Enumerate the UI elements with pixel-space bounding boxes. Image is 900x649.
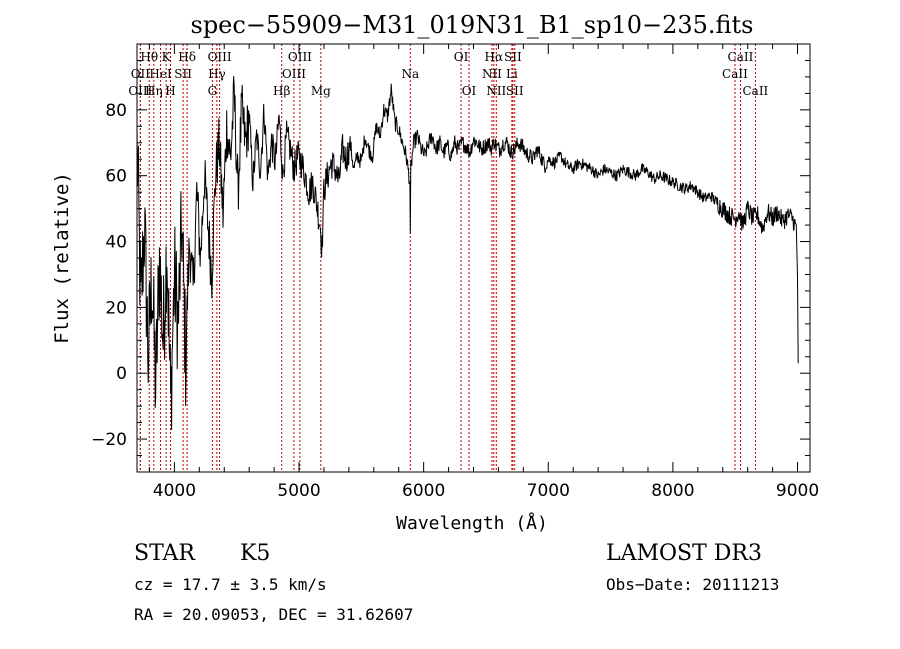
- spectral-line-label: OI: [462, 84, 477, 98]
- spectral-line-label: OIII: [288, 50, 312, 64]
- y-axis-label: Flux (relative): [51, 172, 73, 344]
- spectral-line-label: CaII: [742, 84, 768, 98]
- x-tick-label: 9000: [776, 481, 819, 501]
- spectral-line-label: HeI: [149, 67, 172, 81]
- spectral-line-label: G: [208, 84, 218, 98]
- x-tick-label: 4000: [153, 481, 196, 501]
- spectral-line-label: SII: [504, 50, 522, 64]
- spectral-line-label: H: [165, 84, 175, 98]
- y-tick-label: 80: [105, 101, 127, 121]
- x-tick-label: 6000: [402, 481, 445, 501]
- spectral-line-label: SII: [506, 84, 524, 98]
- spectral-line-label: NII: [486, 84, 506, 98]
- y-tick-label: 60: [105, 167, 127, 187]
- spectral-line-label: OIII: [282, 67, 306, 81]
- redshift-info: cz = 17.7 ± 3.5 km/s: [134, 575, 327, 594]
- flux-line: [136, 76, 799, 431]
- spectral-line-label: OII: [131, 67, 151, 81]
- spectral-line-label: K: [162, 50, 172, 64]
- spectral-line-label: Hβ: [273, 84, 290, 98]
- spectral-line-label: Hα: [485, 50, 504, 64]
- object-class: STAR: [134, 541, 196, 566]
- y-tick-label: 40: [105, 233, 127, 253]
- spectral-line-label: OIII: [128, 84, 152, 98]
- spectral-line-label: CaII: [722, 67, 748, 81]
- plot-frame: [136, 43, 811, 473]
- spectral-line-label: Hδ: [178, 50, 196, 64]
- x-tick-label: 5000: [277, 481, 320, 501]
- spectral-line-markers: [139, 44, 756, 472]
- y-axis-ticks: −20 0 20 40 60 80: [91, 59, 810, 473]
- coordinates: RA = 20.09053, DEC = 31.62607: [134, 605, 413, 624]
- x-tick-label: 7000: [527, 481, 570, 501]
- spectral-line-label: NII: [482, 67, 502, 81]
- y-tick-label: −20: [91, 430, 127, 450]
- y-tick-label: 0: [116, 364, 127, 384]
- spectral-line-label: OI: [454, 50, 469, 64]
- spectral-line-label: Hγ: [208, 67, 226, 81]
- spectral-line-label: Hθ: [140, 50, 158, 64]
- chart-title: spec−55909−M31_019N31_B1_sp10−235.fits: [191, 11, 754, 39]
- spectral-line-label: SII: [174, 67, 192, 81]
- spectral-line-label: Mg: [311, 84, 331, 98]
- spectral-line-labels: Hθ OII OIII K HeI Hη Hδ SII H OIII Hγ G OIII OIII Hβ Mg…: [128, 50, 768, 98]
- obs-date: Obs−Date: 20111213: [606, 575, 779, 594]
- spectral-line-label: CaII: [728, 50, 754, 64]
- object-subclass: K5: [240, 541, 270, 566]
- flux-series: [136, 76, 799, 431]
- x-axis-label: Wavelength (Å): [396, 512, 548, 534]
- spectral-line-label: Hη: [145, 84, 163, 98]
- y-tick-label: 20: [105, 298, 127, 318]
- spectral-line-label: OIII: [208, 50, 232, 64]
- survey-name: LAMOST DR3: [606, 541, 762, 566]
- spectral-line-label: Na: [401, 67, 419, 81]
- x-axis-ticks: 4000 5000 6000 7000 8000 9000: [148, 44, 819, 501]
- x-tick-label: 8000: [651, 481, 694, 501]
- spectral-line-label: Li: [506, 67, 518, 81]
